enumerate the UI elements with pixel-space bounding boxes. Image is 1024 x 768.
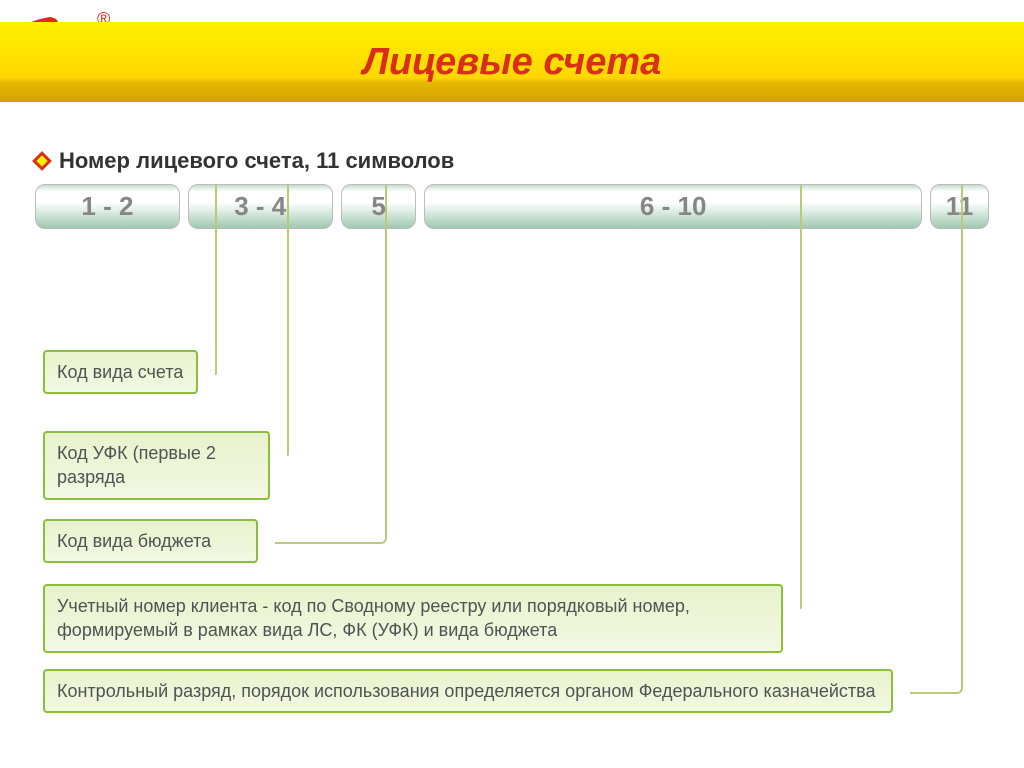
segment-4: 6 - 10 — [424, 184, 921, 229]
description-box-4: Учетный номер клиента - код по Сводному … — [43, 584, 783, 653]
connector-5 — [910, 185, 963, 694]
diamond-bullet-icon — [32, 151, 52, 171]
segment-row: 1 - 23 - 456 - 1011 — [35, 184, 989, 229]
description-box-3: Код вида бюджета — [43, 519, 258, 563]
connector-4 — [800, 185, 802, 609]
segment-1: 1 - 2 — [35, 184, 180, 229]
title-band: Лицевые счета — [0, 22, 1024, 102]
page-title: Лицевые счета — [363, 41, 662, 84]
content-area: Номер лицевого счета, 11 символов 1 - 23… — [35, 148, 989, 244]
subtitle-text: Номер лицевого счета, 11 символов — [59, 148, 454, 174]
description-box-1: Код вида счета — [43, 350, 198, 394]
subtitle-row: Номер лицевого счета, 11 символов — [35, 148, 989, 174]
description-box-5: Контрольный разряд, порядок использовани… — [43, 669, 893, 713]
connector-1 — [215, 185, 217, 375]
description-box-2: Код УФК (первые 2 разряда — [43, 431, 270, 500]
connector-3 — [275, 185, 387, 544]
